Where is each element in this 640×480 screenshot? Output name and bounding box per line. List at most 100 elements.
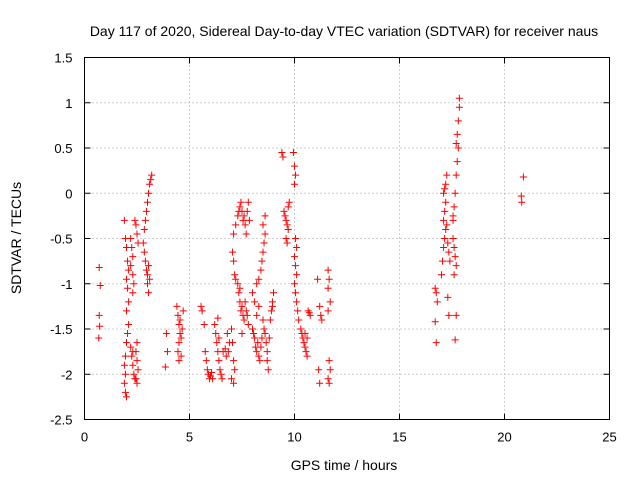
- data-point: [120, 379, 128, 387]
- data-point: [120, 216, 128, 224]
- data-point: [134, 366, 142, 374]
- y-tick-label: 1: [65, 96, 72, 111]
- data-point: [133, 230, 141, 238]
- data-point: [253, 280, 261, 288]
- data-point: [201, 348, 209, 356]
- data-point: [284, 225, 292, 233]
- chart-title: Day 117 of 2020, Sidereal Day-to-day VTE…: [90, 23, 598, 39]
- data-point: [237, 198, 245, 206]
- data-point: [229, 339, 237, 347]
- data-point: [303, 334, 311, 342]
- data-point: [141, 257, 149, 265]
- data-point: [215, 334, 223, 342]
- data-point: [440, 189, 448, 197]
- grid: [84, 57, 610, 420]
- data-point: [230, 230, 238, 238]
- data-point: [121, 388, 129, 396]
- data-point: [444, 293, 452, 301]
- data-point: [250, 330, 258, 338]
- data-point: [304, 307, 312, 315]
- data-point: [454, 144, 462, 152]
- data-point: [266, 316, 274, 324]
- data-point: [318, 316, 326, 324]
- data-point: [450, 203, 458, 211]
- data-point: [301, 330, 309, 338]
- data-point: [443, 221, 451, 229]
- data-points: [95, 94, 527, 401]
- data-point: [324, 307, 332, 315]
- data-point: [294, 307, 302, 315]
- data-point: [258, 257, 266, 265]
- data-point: [256, 357, 264, 365]
- data-point: [142, 207, 150, 215]
- data-point: [257, 266, 265, 274]
- data-point: [264, 366, 272, 374]
- data-point: [245, 216, 253, 224]
- data-point: [148, 171, 156, 179]
- data-point: [240, 212, 248, 220]
- x-tick-label: 25: [602, 430, 616, 445]
- data-point: [455, 94, 463, 102]
- data-point: [433, 298, 441, 306]
- data-point: [131, 216, 139, 224]
- data-point: [453, 158, 461, 166]
- data-point: [265, 334, 273, 342]
- data-point: [175, 320, 183, 328]
- data-point: [297, 325, 305, 333]
- data-point: [202, 357, 210, 365]
- data-point: [144, 280, 151, 288]
- x-tick-label: 10: [287, 430, 301, 445]
- data-point: [302, 348, 310, 356]
- data-point: [224, 348, 232, 356]
- data-point: [517, 192, 525, 200]
- data-point: [209, 375, 217, 383]
- data-point: [124, 284, 132, 292]
- data-point: [145, 262, 153, 270]
- data-point: [139, 239, 147, 247]
- data-point: [223, 330, 231, 338]
- data-point: [229, 248, 237, 256]
- data-point: [440, 216, 448, 224]
- data-point: [130, 370, 138, 378]
- data-point: [216, 366, 224, 374]
- data-point: [314, 275, 322, 283]
- data-point: [283, 221, 291, 229]
- data-point: [175, 357, 183, 365]
- data-point: [262, 339, 270, 347]
- data-point: [285, 198, 293, 206]
- y-tick-label: -0.5: [50, 232, 72, 247]
- x-tick-label: 20: [497, 430, 511, 445]
- data-point: [324, 375, 332, 383]
- data-point: [306, 311, 314, 319]
- y-tick-label: 0: [65, 186, 72, 201]
- data-point: [451, 189, 459, 197]
- data-point: [251, 298, 259, 306]
- data-point: [442, 198, 450, 206]
- data-point: [452, 139, 460, 147]
- data-point: [230, 257, 238, 265]
- data-point: [121, 352, 129, 360]
- data-point: [125, 320, 133, 328]
- data-point: [450, 244, 458, 252]
- data-point: [127, 235, 135, 242]
- data-point: [238, 330, 246, 338]
- data-point: [315, 366, 323, 374]
- data-point: [284, 203, 292, 211]
- data-point: [95, 311, 103, 319]
- data-point: [161, 363, 169, 371]
- data-point: [451, 253, 459, 261]
- data-point: [326, 366, 334, 374]
- data-point: [163, 348, 171, 356]
- data-point: [218, 375, 226, 383]
- data-point: [444, 239, 452, 247]
- data-point: [125, 298, 133, 306]
- data-point: [325, 357, 333, 365]
- data-point: [289, 149, 297, 157]
- data-point: [175, 339, 183, 347]
- data-point: [232, 221, 240, 229]
- data-point: [140, 225, 148, 233]
- data-point: [281, 212, 289, 220]
- data-point: [249, 289, 256, 297]
- data-point: [125, 266, 133, 274]
- data-point: [222, 352, 230, 360]
